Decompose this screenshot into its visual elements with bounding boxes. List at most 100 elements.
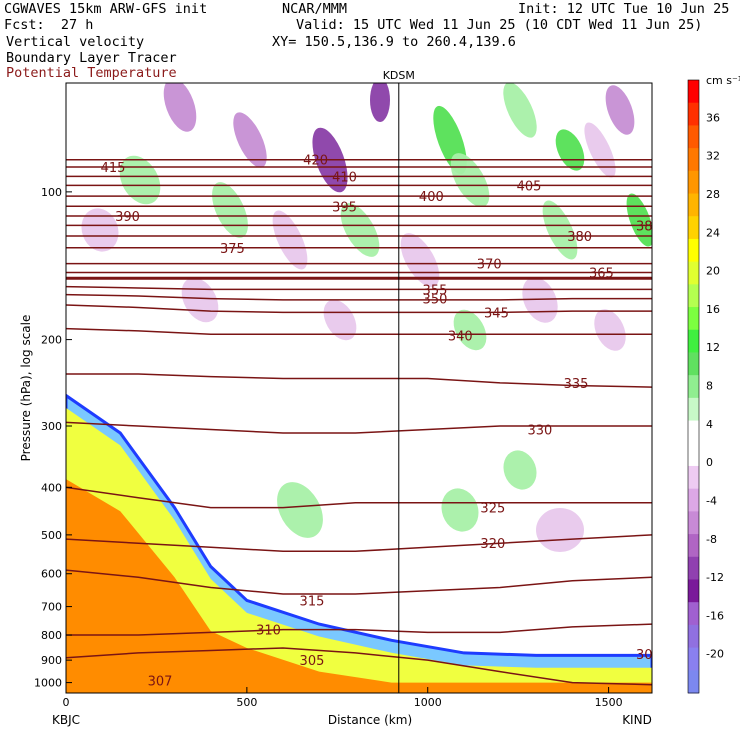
colorbar-swatch [688,216,699,240]
theta-contour-307 [66,647,652,686]
x-tick-label: 1000 [414,696,442,709]
colorbar-unit: cm s⁻¹ [706,74,740,87]
station-marker-label: KDSM [383,69,415,82]
theta-contour-315 [66,569,652,595]
colorbar-swatch [688,647,699,671]
theta-label: 345 [484,306,509,321]
colorbar-label: 20 [706,265,720,278]
colorbar-swatch [688,420,699,444]
theta-contour-325 [66,486,652,509]
y-tick-label: 100 [41,186,62,199]
colorbar-frame [687,79,700,694]
field-boundary-layer-tracer: Boundary Layer Tracer [6,50,177,66]
colorbar-label: -12 [706,571,724,584]
colorbar-swatch [688,125,699,149]
colorbar-label: 4 [706,418,713,431]
vertical-velocity-area [212,182,248,238]
right-endpoint-label: KIND [622,713,652,727]
colorbar-label: 0 [706,456,713,469]
y-tick-label: 300 [41,420,62,433]
vertical-velocity-area [453,309,487,351]
theta-label: 300 [636,648,661,663]
theta-label: 325 [480,502,505,517]
colorbar-label: -4 [706,494,717,507]
theta-contour-350 [66,293,652,301]
theta-contour-355 [66,285,652,291]
theta-label: 405 [517,179,542,194]
valid-time: Valid: 15 UTC Wed 11 Jun 25 (10 CDT Wed … [296,17,703,33]
theta-label: 335 [564,377,589,392]
left-endpoint-label: KBJC [52,713,80,727]
theta-label: 395 [332,200,357,215]
colorbar-swatch [688,329,699,353]
colorbar-label: -8 [706,533,717,546]
colorbar-swatch [688,307,699,331]
colorbar-swatch [688,80,699,104]
y-tick-label: 200 [41,334,62,347]
colorbar-swatch [688,670,699,694]
theta-label: 320 [480,537,505,552]
theta-label: 420 [303,154,328,169]
theta-label: 310 [256,624,281,639]
colorbar-swatch [688,102,699,126]
colorbar-swatch [688,511,699,535]
vertical-velocity-area [400,233,440,287]
theta-label: 390 [115,210,140,225]
colorbar-swatch [688,148,699,172]
colorbar-swatch [688,397,699,422]
cross-section-xy: XY= 150.5,136.9 to 260.4,139.6 [272,34,516,50]
theta-label: 340 [448,329,473,344]
colorbar-swatch [688,556,699,580]
theta-label: 315 [300,594,325,609]
colorbar-swatch [688,261,699,285]
y-axis-label: Pressure (hPa), log scale [19,315,33,462]
org-label: NCAR/MMM [282,1,348,17]
colorbar-swatch [688,488,699,512]
y-tick-label: 500 [41,529,62,542]
colorbar-label: 8 [706,380,713,393]
colorbar-label: -20 [706,648,724,661]
init-time: Init: 12 UTC Tue 10 Jun 25 [518,1,730,17]
colorbar-label: 24 [706,226,720,239]
colorbar-swatch [688,465,699,490]
colorbar-label: 36 [706,111,720,124]
vertical-velocity-area [441,488,479,532]
y-tick-label: 900 [41,654,62,667]
colorbar-swatch [688,193,699,217]
x-axis-label: Distance (km) [328,713,412,727]
colorbar-swatch [688,352,699,376]
colorbar: 36 32 28 24 20 16 12 8 4 0 -4 -8 -12 -16 -20 [687,79,724,694]
y-tick-label: 400 [41,481,62,494]
colorbar-swatch [688,624,699,649]
colorbar-swatch [688,602,699,626]
theta-label: 400 [419,190,444,205]
vertical-velocity-area [181,277,219,323]
colorbar-swatch [688,170,699,195]
colorbar-label: 32 [706,150,720,163]
theta-label: 370 [477,258,502,273]
vertical-velocity-area [323,299,357,341]
colorbar-swatch [688,375,699,399]
vertical-velocity-area [233,112,267,168]
vertical-velocity-area [370,83,390,122]
theta-contour-340 [66,327,652,335]
y-tick-label: 700 [41,601,62,614]
x-tick-label: 0 [63,696,70,709]
field-vertical-velocity: Vertical velocity [6,34,145,50]
theta-label: 305 [300,654,325,669]
theta-label: 330 [527,424,552,439]
theta-contour-330 [66,421,652,434]
x-tick-label: 500 [236,696,257,709]
theta-contour-335 [66,373,652,388]
colorbar-label: 28 [706,188,720,201]
vertical-velocity-area [163,83,197,132]
colorbar-swatch [688,284,699,308]
colorbar-label: 16 [706,303,720,316]
colorbar-label: 12 [706,341,720,354]
colorbar-swatch [688,534,699,558]
y-tick-label: 1000 [34,677,62,690]
vertical-velocity-area [119,155,161,205]
y-tick-label: 800 [41,629,62,642]
vertical-velocity-area [605,85,635,135]
